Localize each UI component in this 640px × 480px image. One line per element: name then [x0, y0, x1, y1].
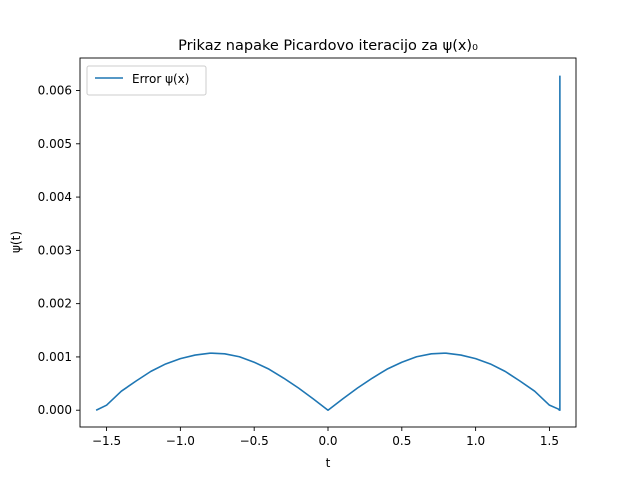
series-line-0 [95, 75, 561, 412]
x-tick-label: 1.0 [466, 434, 485, 448]
x-tick-label: −1.5 [92, 434, 121, 448]
legend: Error ψ(x) [86, 65, 207, 96]
axes-frame [79, 57, 577, 428]
x-tick-label: 0.0 [318, 434, 337, 448]
y-tick-label: 0.002 [38, 297, 72, 311]
y-axis-ticks: 0.000 0.001 0.002 0.003 0.004 0.005 0.006 [38, 84, 80, 417]
x-tick-label: −0.5 [240, 434, 269, 448]
y-tick-label: 0.004 [38, 190, 72, 204]
legend-label-error: Error ψ(x) [132, 72, 189, 86]
x-tick-label: 1.5 [540, 434, 559, 448]
chart-title: Prikaz napake Picardovo iteracijo za ψ(x… [178, 38, 478, 54]
y-tick-label: 0.001 [38, 350, 72, 364]
x-axis-ticks: −1.5 −1.0 −0.5 0.0 0.5 1.0 1.5 [92, 427, 559, 448]
x-tick-label: 0.5 [392, 434, 411, 448]
y-tick-label: 0.006 [38, 84, 72, 98]
legend-box [86, 65, 207, 96]
y-tick-label: 0.003 [38, 243, 72, 257]
x-axis-label: t [326, 456, 331, 470]
plot-area [95, 75, 561, 412]
y-axis-label: ψ(t) [9, 231, 23, 253]
y-tick-label: 0.000 [38, 403, 72, 417]
x-tick-label: −1.0 [166, 434, 195, 448]
y-tick-label: 0.005 [38, 137, 72, 151]
